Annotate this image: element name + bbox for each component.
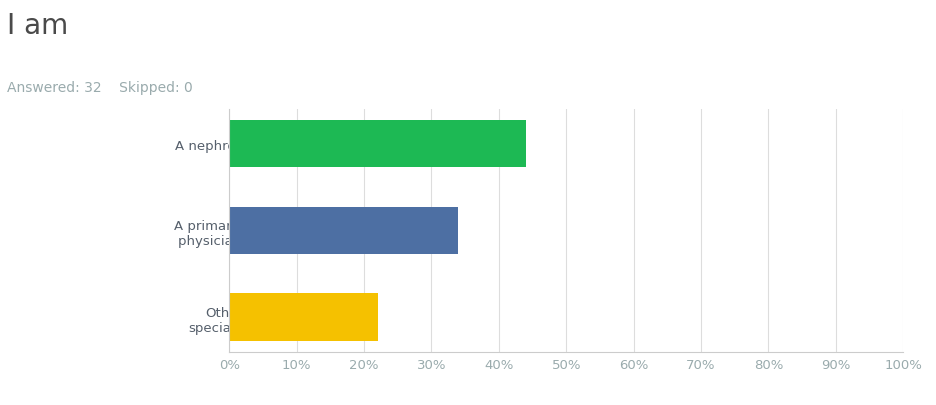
Text: Answered: 32    Skipped: 0: Answered: 32 Skipped: 0 [7, 81, 193, 95]
Text: I am: I am [7, 12, 68, 40]
Bar [229, 120, 526, 168]
Bar [229, 207, 459, 255]
Bar [229, 294, 377, 341]
